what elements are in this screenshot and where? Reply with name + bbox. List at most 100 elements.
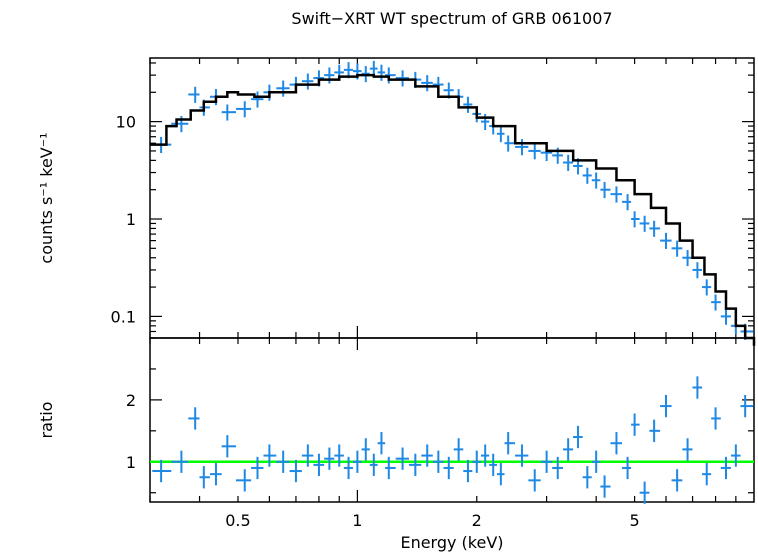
ratio-data-point <box>622 456 632 480</box>
ratio-data-point <box>740 394 754 418</box>
ratio-data-point <box>639 481 650 504</box>
spectrum-data-point <box>639 215 650 232</box>
ratio-data-point <box>515 444 529 467</box>
x-axis-label: Energy (keV) <box>400 533 503 552</box>
ratio-data-point <box>421 444 433 467</box>
spectrum-data-point <box>720 308 731 325</box>
chart-title: Swift−XRT WT spectrum of GRB 061007 <box>291 9 612 28</box>
ratio-data-point <box>276 450 290 473</box>
spectrum-data-point <box>528 143 541 160</box>
ratio-data-point <box>301 444 314 467</box>
ratio-data-point <box>573 425 583 449</box>
y-tick-label: 10 <box>116 113 136 132</box>
spectrum-data-point <box>671 240 683 257</box>
ratio-data-point <box>324 447 335 470</box>
ratio-data-point <box>171 450 189 473</box>
spectrum-data-point <box>421 75 433 92</box>
ratio-data-point <box>660 394 672 418</box>
ratio-data-point <box>236 469 252 492</box>
spectrum-data-point <box>692 262 703 279</box>
x-tick-label: 2 <box>472 511 482 530</box>
ratio-data-point <box>562 438 574 461</box>
ratio-data-point <box>369 453 378 477</box>
ratio-data-point <box>377 432 386 455</box>
spectrum-data-point <box>702 279 712 296</box>
ratio-data-point <box>591 450 601 473</box>
spectrum-data-point <box>276 80 290 97</box>
spectrum-data-point <box>377 64 386 81</box>
ratio-data-point <box>692 376 703 399</box>
ratio-data-point <box>480 444 490 467</box>
spectrum-data-point <box>497 126 505 143</box>
spectrum-data-point <box>582 167 592 184</box>
spectrum-data-point <box>660 232 672 250</box>
ratio-data-point <box>152 459 172 483</box>
spectrum-model-group <box>150 73 756 346</box>
ratio-data-point <box>540 450 553 473</box>
ratio-panel-frame <box>149 337 755 503</box>
ratio-data-point <box>504 432 516 455</box>
ratio-data-point <box>251 456 264 480</box>
ratio-data-point <box>489 453 498 477</box>
spectrum-data-point <box>301 73 314 90</box>
ratio-data-point <box>682 438 693 461</box>
spectrum-data-points <box>152 60 754 340</box>
y-tick-label: 1 <box>126 453 136 472</box>
y-tick-label: 1 <box>126 210 136 229</box>
ratio-data-point <box>408 453 422 477</box>
ratio-data-point <box>209 463 222 486</box>
spectrum-data-point <box>631 211 640 228</box>
ratio-data-point <box>432 450 444 473</box>
ratio-data-point <box>188 407 200 430</box>
spectrum-data-point <box>515 139 529 156</box>
ratio-data-point <box>711 407 721 430</box>
ratio-data-point <box>221 435 237 458</box>
spectrum-data-point <box>504 135 516 152</box>
ratio-data-point <box>552 456 563 480</box>
ratio-data-point <box>610 432 623 455</box>
ratio-data-point <box>453 438 464 461</box>
ratio-data-point <box>443 456 454 480</box>
ratio-data-point <box>528 469 541 492</box>
ratio-data-point <box>199 466 210 489</box>
ratio-data-point <box>671 469 683 492</box>
ratio-data-point <box>352 450 362 473</box>
spectrum-data-point <box>600 181 611 199</box>
spectrum-data-point <box>562 154 574 171</box>
ratio-data-point <box>472 450 481 473</box>
ratio-data-point <box>730 444 741 467</box>
ratio-data-points <box>152 376 754 504</box>
ratio-data-point <box>334 444 344 467</box>
ratio-data-point <box>343 456 353 480</box>
spectrum-data-point <box>188 86 200 103</box>
ratio-data-point <box>702 463 712 486</box>
ratio-data-point <box>361 438 370 461</box>
spectrum-data-point <box>221 104 237 121</box>
ratio-data-point <box>600 475 611 498</box>
spectrum-data-point <box>610 186 623 203</box>
ratio-data-point <box>395 447 409 470</box>
ratio-data-point <box>313 453 325 477</box>
ratio-data-point <box>649 419 661 442</box>
spectrum-data-point <box>622 194 632 211</box>
spectrum-model-line <box>150 73 756 346</box>
y-tick-label: 2 <box>126 391 136 410</box>
ratio-data-point <box>497 463 505 486</box>
ratio-data-point <box>263 444 277 467</box>
spectrum-data-point <box>682 250 693 267</box>
ratio-data-point <box>289 459 302 483</box>
ratio-data-point <box>463 459 473 483</box>
spectrum-data-point <box>711 294 721 311</box>
ratio-data-point <box>385 456 396 480</box>
spectrum-data-point <box>480 113 490 131</box>
ratio-data-point <box>582 466 592 489</box>
spectrum-axis-ticks: 10 1 0.1 <box>111 58 754 339</box>
ratio-y-axis-label: ratio <box>37 402 56 439</box>
spectrum-panel-frame <box>149 57 755 339</box>
ratio-data-point <box>720 456 731 480</box>
spectrum-data-point <box>591 172 601 189</box>
spectrum-data-point <box>324 67 335 84</box>
spectrum-data-point <box>251 91 264 108</box>
spectrum-data-point <box>649 220 661 237</box>
